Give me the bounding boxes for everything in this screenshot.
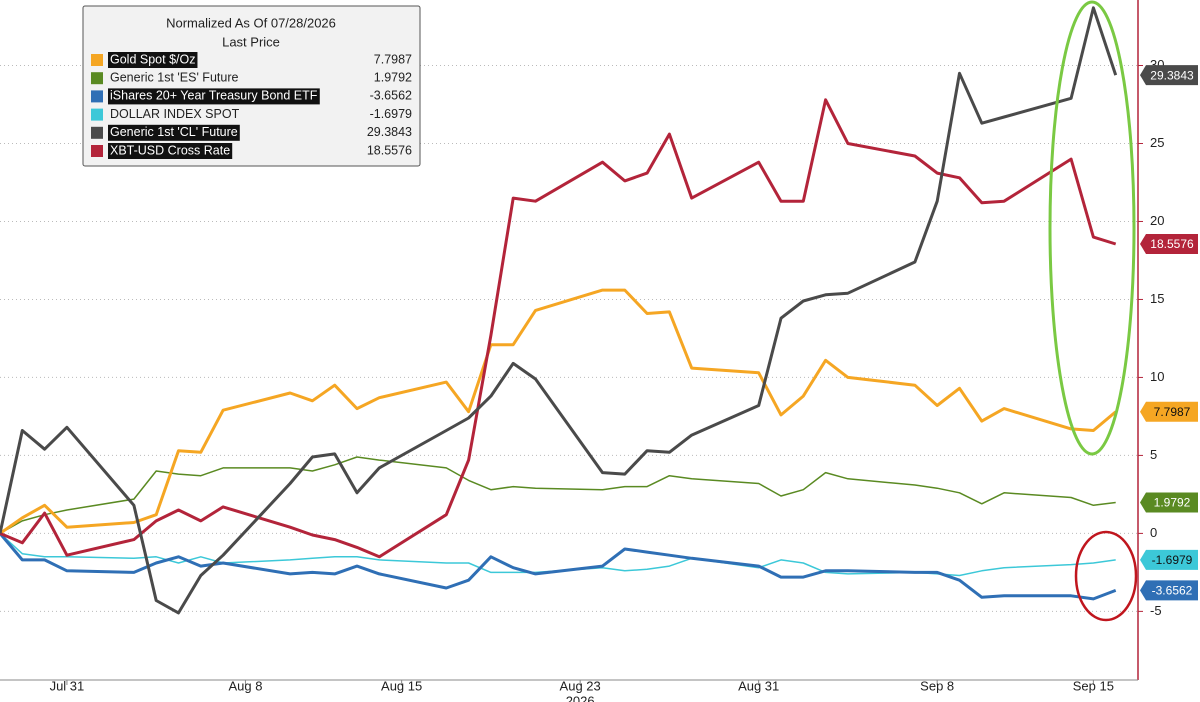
legend: Normalized As Of 07/28/2026 Last Price G… [82,5,421,167]
legend-value: 18.5576 [367,143,412,157]
legend-label-bg [108,52,198,68]
legend-label-bg [108,143,233,159]
end-label-box [1140,401,1198,422]
x-tick-label: Aug 23 [560,678,601,693]
legend-label: Generic 1st 'ES' Future [110,70,238,84]
legend-label: XBT-USD Cross Rate [110,143,230,157]
y-tick-label: -5 [1150,603,1162,618]
legend-swatch [91,54,103,66]
end-label-box [1140,233,1198,254]
end-labels: 7.7987 1.9792 -3.6562 -1.6979 29.3843 18.5576 [1140,65,1198,601]
highlight-ellipse [1048,0,1136,456]
legend-value: -3.6562 [370,89,412,103]
x-tick-label: Aug 31 [738,678,779,693]
end-label-box [1140,549,1198,570]
legend-swatch [91,108,103,121]
y-tick-label: 5 [1150,447,1157,462]
y-tick-label: 10 [1150,369,1164,384]
x-tick-label: Aug 8 [228,678,262,693]
series-line [0,288,1117,535]
legend-value: 1.9792 [374,70,412,84]
legend-value: -1.6979 [370,107,412,121]
legend-swatch [91,126,103,139]
legend-swatch [91,72,103,85]
legend-label: iShares 20+ Year Treasury Bond ETF [110,89,318,103]
series-line [0,6,1118,615]
legend-label: Generic 1st 'CL' Future [110,125,238,139]
series-line [0,98,1117,559]
end-label-box [1140,65,1198,86]
end-label: -1.6979 [1152,553,1193,567]
end-label: -3.6562 [1152,584,1193,598]
legend-label-bg [108,124,240,141]
x-year-label: 2026 [566,693,595,702]
x-tick-label: Sep 8 [920,678,954,693]
lines [0,6,1118,615]
y-tick-label: 25 [1150,135,1164,150]
y-tick-label: 0 [1150,525,1157,540]
legend-title: Normalized As Of 07/28/2026 [166,15,336,30]
legend-label: DOLLAR INDEX SPOT [110,107,240,121]
x-tick-label: Sep 15 [1073,678,1114,693]
end-label: 7.7987 [1154,405,1191,419]
end-label-box [1140,492,1198,513]
series-line [0,532,1117,601]
y-tick-label: 15 [1150,291,1164,306]
legend-subtitle: Last Price [222,34,280,49]
legend-swatch [91,145,103,157]
end-label: 1.9792 [1154,496,1191,510]
legend-label: Gold Spot $/Oz [110,52,195,66]
end-label: 29.3843 [1150,68,1194,82]
end-label-box [1140,580,1198,601]
legend-value: 29.3843 [367,125,412,139]
legend-label-bg [108,88,320,105]
series-line [0,456,1116,535]
y-tick-label: 20 [1150,213,1164,228]
highlight-ellipse [1074,530,1138,622]
end-label: 18.5576 [1150,237,1194,251]
legend-swatch [91,90,103,103]
x-tick-label: Jul 31 [50,678,85,693]
legend-value: 7.7987 [374,52,412,66]
x-tick-label: Aug 15 [381,678,422,693]
